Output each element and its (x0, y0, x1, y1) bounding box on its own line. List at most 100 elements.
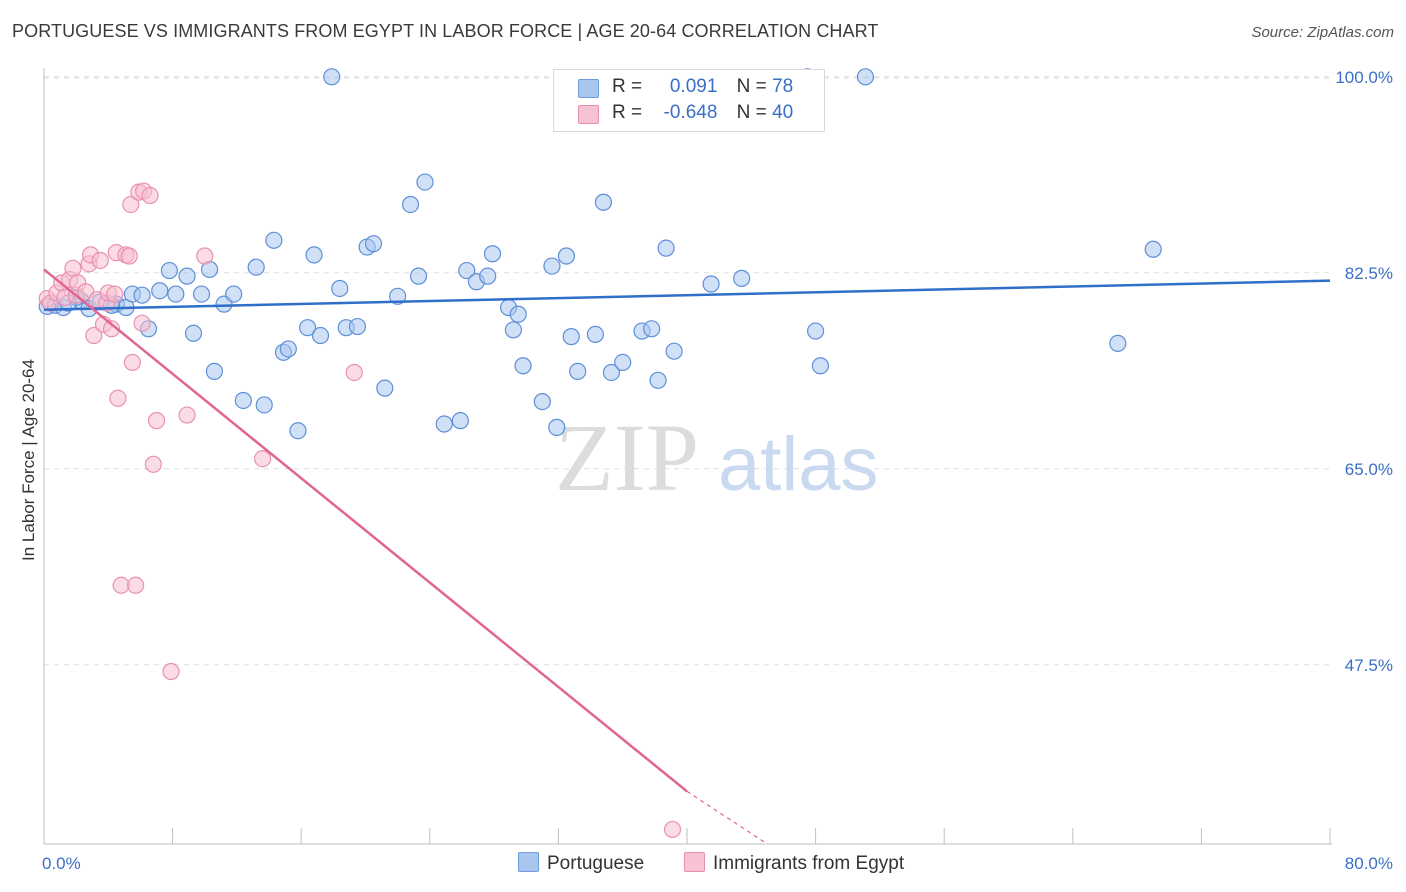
data-point-egypt (141, 186, 159, 205)
data-point-egypt (162, 662, 180, 681)
data-point-egypt (102, 320, 121, 338)
data-point-egypt (345, 363, 363, 382)
data-point-portuguese (364, 235, 383, 253)
data-point-egypt (112, 576, 130, 594)
data-point-portuguese (509, 305, 527, 323)
data-point-portuguese (225, 285, 243, 303)
data-point-portuguese (331, 279, 349, 298)
legend-n-value: 78 (772, 76, 794, 97)
data-point-egypt (196, 247, 214, 265)
data-point-egypt (663, 820, 682, 839)
data-point-egypt (144, 455, 162, 473)
data-point-portuguese (586, 325, 604, 343)
trendline-portuguese (43, 279, 1331, 312)
data-point-portuguese (733, 269, 751, 287)
trendline-egypt (43, 268, 688, 793)
bottom-legend-swatch-blue (518, 852, 539, 872)
tick-labels: 47.5% 65.0% 82.5% 100.0% 0.0% 80.0% (42, 68, 1393, 873)
legend-r-label: R = (612, 76, 643, 97)
data-point-egypt (127, 576, 145, 594)
data-point-egypt (85, 326, 103, 345)
data-point-portuguese (643, 320, 661, 338)
watermark: ZIP atlas (555, 404, 879, 511)
legend-r-value: 0.091 (669, 76, 718, 97)
data-point-portuguese (657, 239, 675, 257)
data-point-portuguese (348, 317, 367, 336)
data-point-portuguese (289, 422, 307, 440)
data-point-portuguese (435, 415, 453, 433)
data-point-portuguese (594, 193, 613, 211)
data-point-portuguese (376, 379, 394, 397)
data-point-portuguese (504, 321, 522, 339)
data-point-portuguese (483, 245, 502, 263)
data-point-portuguese (702, 275, 720, 293)
data-point-portuguese (305, 246, 323, 264)
axes (43, 68, 1332, 845)
data-point-portuguese (192, 285, 211, 303)
data-point-portuguese (279, 340, 297, 358)
data-point-portuguese (569, 362, 587, 380)
data-point-egypt (123, 353, 142, 371)
data-point-portuguese (649, 371, 667, 389)
data-point-portuguese (811, 357, 830, 375)
data-point-egypt (109, 389, 127, 407)
y-axis-label: In Labor Force | Age 20-64 (19, 359, 38, 561)
data-point-portuguese (548, 418, 566, 436)
trendlines (43, 268, 1331, 845)
y-tick-label: 47.5% (1345, 656, 1393, 675)
data-point-egypt (147, 412, 166, 430)
data-point-portuguese (514, 357, 532, 375)
legend-n-label: N = (736, 76, 767, 97)
data-point-portuguese (167, 285, 185, 303)
data-point-portuguese (323, 68, 341, 86)
bottom-legend-label-portuguese: Portuguese (547, 853, 645, 874)
data-point-portuguese (602, 363, 621, 382)
data-point-egypt (106, 285, 124, 303)
data-point-portuguese (401, 195, 420, 214)
data-point-portuguese (806, 322, 825, 340)
data-point-portuguese (299, 319, 317, 337)
legend-swatch-blue (578, 79, 599, 98)
data-point-portuguese (614, 353, 632, 371)
data-point-portuguese (133, 286, 151, 304)
legend-n-value: 40 (772, 102, 794, 123)
data-point-portuguese (178, 267, 196, 285)
data-point-portuguese (265, 231, 283, 249)
data-point-portuguese (458, 261, 476, 280)
data-point-portuguese (479, 267, 497, 285)
data-point-portuguese (856, 68, 875, 86)
data-point-portuguese (533, 393, 551, 411)
y-tick-label: 82.5% (1345, 264, 1393, 283)
data-point-portuguese (557, 247, 576, 265)
data-point-egypt (91, 251, 109, 270)
data-point-portuguese (311, 326, 330, 345)
bottom-legend-portuguese: Portuguese (518, 852, 644, 875)
watermark-atlas: atlas (718, 422, 879, 507)
data-point-portuguese (151, 282, 169, 300)
data-point-portuguese (562, 328, 580, 346)
data-point-portuguese (247, 258, 265, 276)
data-point-egypt (120, 247, 138, 265)
bottom-legend-label-egypt: Immigrants from Egypt (713, 853, 905, 874)
data-point-portuguese (1144, 240, 1162, 258)
data-point-portuguese (160, 261, 178, 280)
x-tick-label: 80.0% (1345, 854, 1393, 873)
bottom-legend-swatch-pink (684, 852, 705, 872)
data-point-portuguese (255, 396, 273, 414)
legend-swatch-pink (578, 105, 599, 124)
legend-n-label: N = (736, 102, 767, 123)
legend-r-label: R = (612, 102, 643, 123)
legend-r-value: -0.648 (663, 102, 718, 123)
data-point-portuguese (1109, 334, 1127, 352)
data-point-portuguese (416, 173, 434, 191)
data-point-portuguese (665, 342, 683, 360)
data-point-egypt (122, 195, 140, 214)
data-point-egypt (133, 314, 151, 332)
data-point-egypt (254, 450, 272, 468)
bottom-legend-egypt: Immigrants from Egypt (684, 852, 904, 875)
data-point-portuguese (543, 257, 561, 275)
data-point-portuguese (234, 391, 252, 410)
data-point-portuguese (205, 362, 223, 380)
watermark-zip: ZIP (555, 404, 699, 511)
chart-title: PORTUGUESE VS IMMIGRANTS FROM EGYPT IN L… (12, 21, 879, 41)
